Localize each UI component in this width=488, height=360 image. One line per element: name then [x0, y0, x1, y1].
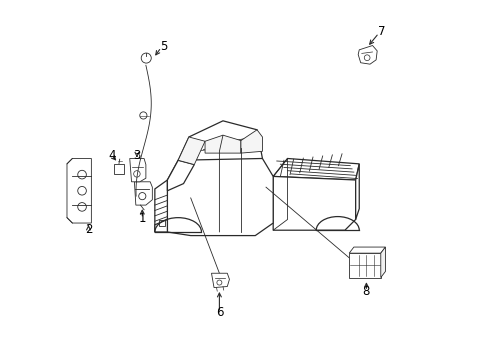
Text: 8: 8: [362, 285, 369, 298]
Polygon shape: [155, 180, 167, 232]
Polygon shape: [357, 45, 376, 64]
Polygon shape: [178, 137, 204, 165]
Polygon shape: [348, 253, 380, 278]
Polygon shape: [114, 163, 123, 174]
Text: 5: 5: [160, 40, 167, 53]
Polygon shape: [129, 158, 145, 182]
Polygon shape: [273, 176, 355, 230]
Polygon shape: [67, 158, 91, 223]
Polygon shape: [241, 130, 262, 153]
Text: 3: 3: [133, 149, 141, 162]
Polygon shape: [134, 182, 152, 205]
Text: 7: 7: [377, 25, 385, 38]
Polygon shape: [155, 220, 167, 232]
Polygon shape: [167, 160, 194, 191]
Polygon shape: [355, 164, 359, 220]
Text: 4: 4: [108, 149, 115, 162]
Polygon shape: [273, 158, 359, 180]
Text: 6: 6: [215, 306, 223, 319]
Text: 1: 1: [138, 212, 146, 225]
Polygon shape: [178, 121, 262, 160]
Text: 2: 2: [84, 223, 92, 236]
Polygon shape: [211, 273, 229, 288]
Polygon shape: [380, 247, 385, 278]
Polygon shape: [167, 148, 273, 235]
Polygon shape: [348, 247, 385, 253]
Polygon shape: [204, 135, 241, 153]
